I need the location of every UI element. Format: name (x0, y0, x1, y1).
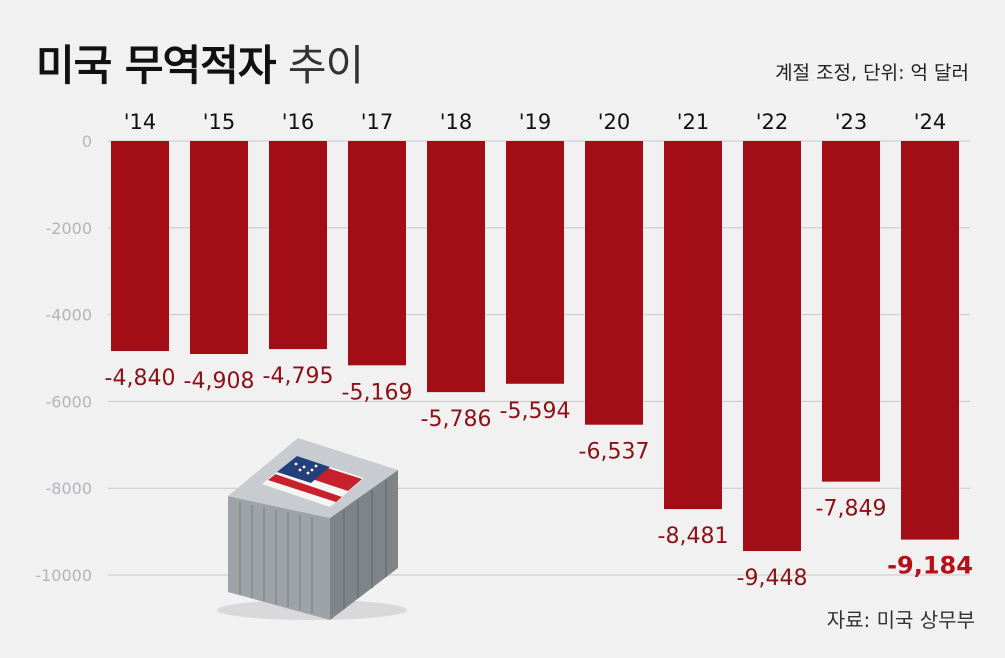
y-tick-label: -8000 (46, 479, 93, 498)
x-tick-label: '22 (756, 110, 789, 134)
x-tick-label: '17 (361, 110, 394, 134)
category-labels: '14 '15 '16 '17 '18 '19 '20 '21 '22 '23 '24 (124, 110, 947, 134)
bar (111, 141, 169, 352)
data-label: -4,795 (263, 364, 334, 389)
bar (348, 141, 406, 366)
shipping-container-icon (217, 438, 407, 620)
title-sub: 추이 (287, 41, 364, 90)
bar (427, 141, 485, 393)
bar (585, 141, 643, 425)
data-label: -6,537 (579, 440, 650, 465)
unit-note: 계절 조정, 단위: 억 달러 (775, 62, 969, 84)
data-label: -5,594 (500, 399, 571, 424)
bar (743, 141, 801, 552)
data-label: -4,840 (105, 366, 176, 391)
data-label: -9,448 (737, 566, 808, 591)
bar (901, 141, 959, 540)
data-label: -5,786 (421, 407, 492, 432)
bars (111, 141, 959, 552)
chart-title: 미국 무역적자 추이 (36, 32, 364, 93)
x-tick-label: '20 (598, 110, 631, 134)
y-tick-label: -2000 (46, 219, 93, 238)
data-label: -4,908 (184, 369, 255, 394)
x-tick-label: '19 (519, 110, 552, 134)
x-tick-label: '15 (203, 110, 236, 134)
bar (664, 141, 722, 510)
y-tick-label: -6000 (46, 392, 93, 411)
data-label: -7,849 (816, 497, 887, 522)
bar (269, 141, 327, 350)
title-main: 미국 무역적자 (36, 41, 276, 90)
y-axis-labels: 0 -2000 -4000 -6000 -8000 -10000 (35, 132, 92, 585)
bar (822, 141, 880, 482)
y-tick-label: -4000 (46, 306, 93, 325)
value-labels: -4,840 -4,908 -4,795 -5,169 -5,786 -5,594 -6,5… (105, 364, 973, 591)
y-tick-label: -10000 (35, 566, 92, 585)
data-label: -5,169 (342, 380, 413, 405)
x-tick-label: '23 (835, 110, 868, 134)
container-illustration (217, 438, 407, 620)
x-tick-label: '14 (124, 110, 157, 134)
data-label: -8,481 (658, 524, 729, 549)
x-tick-label: '24 (914, 110, 947, 134)
us-flag-icon (262, 456, 364, 507)
bar (190, 141, 248, 355)
source-note: 자료: 미국 상무부 (826, 608, 975, 632)
x-tick-label: '21 (677, 110, 710, 134)
bar (506, 141, 564, 384)
x-tick-label: '16 (282, 110, 315, 134)
y-tick-label: 0 (82, 132, 92, 151)
x-tick-label: '18 (440, 110, 473, 134)
data-label: -9,184 (887, 552, 973, 580)
